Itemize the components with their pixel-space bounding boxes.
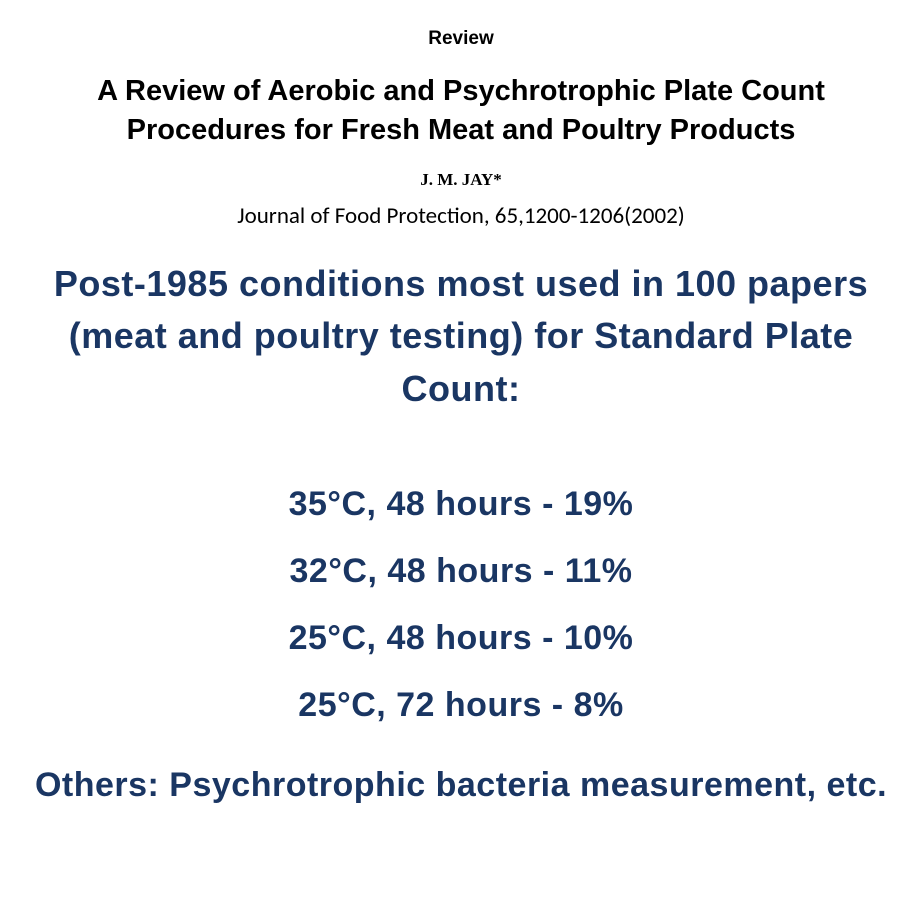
- condition-item: 35°C, 48 hours - 19%: [20, 485, 902, 524]
- author-name: J. M. JAY*: [20, 170, 902, 190]
- summary-heading: Post-1985 conditions most used in 100 pa…: [20, 258, 902, 415]
- condition-item: 25°C, 48 hours - 10%: [20, 619, 902, 658]
- page-container: Review A Review of Aerobic and Psychrotr…: [0, 0, 922, 817]
- others-note: Others: Psychrotrophic bacteria measurem…: [20, 753, 902, 818]
- condition-item: 25°C, 72 hours - 8%: [20, 686, 902, 725]
- conditions-list: 35°C, 48 hours - 19% 32°C, 48 hours - 11…: [20, 485, 902, 818]
- review-label: Review: [20, 28, 902, 50]
- paper-title: A Review of Aerobic and Psychrotrophic P…: [20, 72, 902, 150]
- journal-citation: Journal of Food Protection, 65,1200-1206…: [20, 202, 902, 230]
- condition-item: 32°C, 48 hours - 11%: [20, 552, 902, 591]
